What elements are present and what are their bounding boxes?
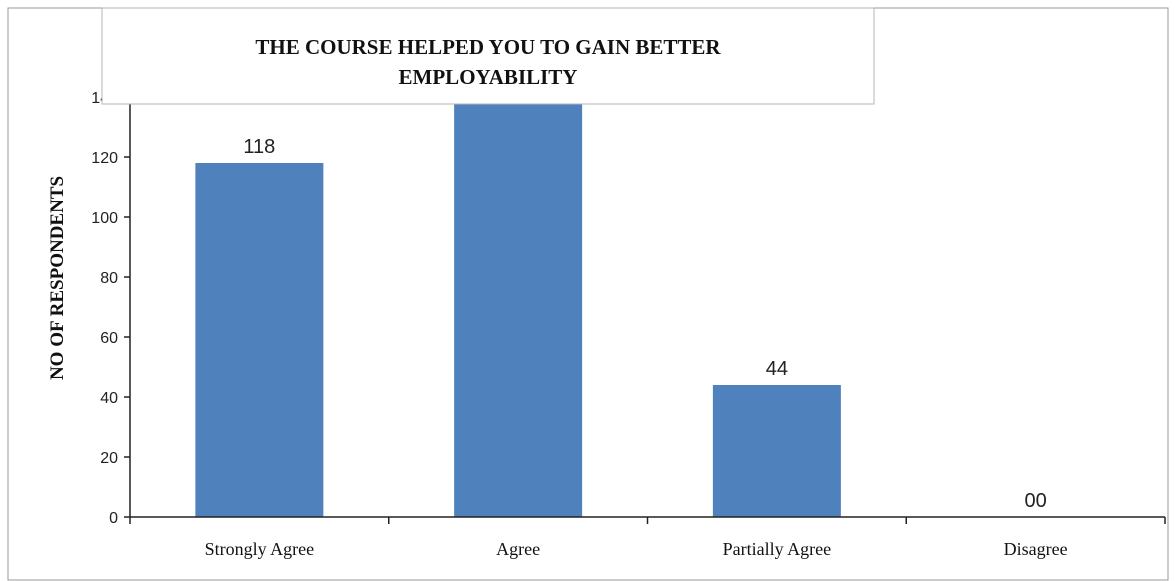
x-ticks-group: Strongly Agree Agree Partially Agree Disagr… xyxy=(129,517,1166,559)
x-tick-label: Disagree xyxy=(1004,539,1068,559)
y-tick-label: 80 xyxy=(100,270,118,287)
chart-title-line-2: EMPLOYABILITY xyxy=(399,65,578,89)
bars-group xyxy=(195,103,841,517)
x-tick-label: Agree xyxy=(496,539,540,559)
data-label: 118 xyxy=(243,136,275,158)
chart-title-line-1: THE COURSE HELPED YOU TO GAIN BETTER xyxy=(255,35,721,59)
y-tick-label: 20 xyxy=(100,450,118,467)
bar xyxy=(195,163,324,517)
chart-title-box xyxy=(101,7,875,105)
y-tick-label: 100 xyxy=(91,210,118,227)
x-tick-label: Strongly Agree xyxy=(205,539,315,559)
bar xyxy=(454,103,583,517)
y-tick-label: 120 xyxy=(91,150,118,167)
y-tick-label: 0 xyxy=(109,510,118,527)
x-tick-label: Partially Agree xyxy=(723,539,831,559)
y-axis-label: NO OF RESPONDENTS xyxy=(47,176,68,380)
bar xyxy=(712,385,841,517)
data-label: 44 xyxy=(766,358,788,380)
y-tick-label: 60 xyxy=(100,330,118,347)
y-tick-label: 40 xyxy=(100,390,118,407)
data-label: 00 xyxy=(1025,490,1047,512)
